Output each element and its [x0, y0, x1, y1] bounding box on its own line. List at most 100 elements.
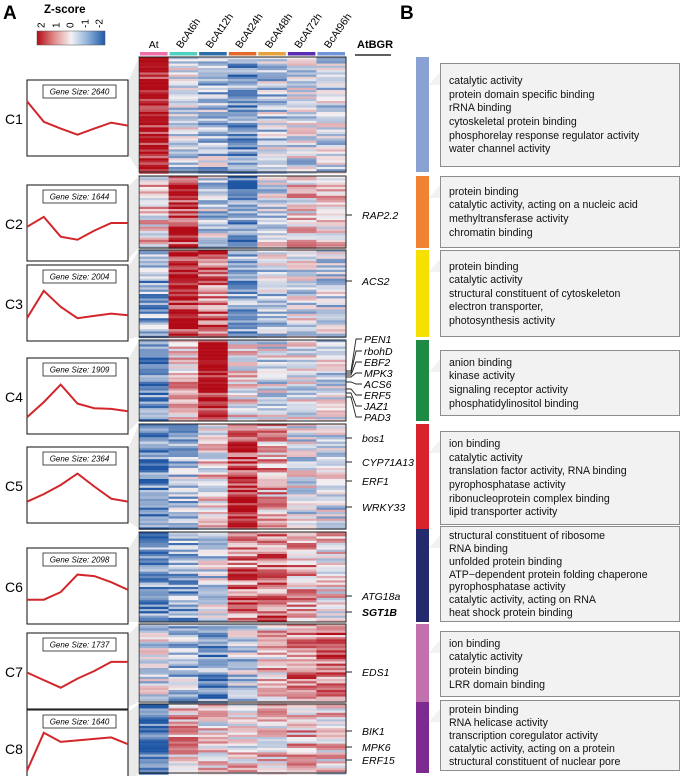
- go-term: protein domain specific binding: [449, 88, 595, 101]
- zscore-tick-label: 0: [66, 22, 77, 28]
- go-term-box-c4: anion binding kinase activity signaling re…: [440, 350, 680, 416]
- cluster-label: C3: [5, 296, 23, 312]
- zscore-legend: Z-score 2 1 0 -1 -2: [36, 4, 106, 46]
- profile-c8: C8 Gene Size: 1640: [5, 709, 129, 781]
- gene-label-tick: [346, 338, 362, 372]
- column-color-bar: [258, 52, 286, 56]
- heatmap-cluster-c2: [138, 175, 347, 249]
- gene-label: PEN1: [364, 334, 391, 346]
- profile-c1: C1 Gene Size: 2640: [5, 79, 129, 157]
- zscore-color-bar: [36, 30, 106, 46]
- go-term: ATP−dependent protein folding chaperone: [449, 568, 648, 581]
- go-term: photosynthesis activity: [449, 314, 555, 327]
- gene-labels: RAP2.2 ACS2 PEN1rbohDEBF2MPK3ACS6ERF5JAZ1P…: [346, 210, 414, 767]
- zscore-tick-label: -1: [81, 19, 92, 28]
- go-term: catalytic activity: [449, 75, 523, 88]
- go-term: catalytic activity: [449, 651, 523, 664]
- gene-label: EDS1: [362, 667, 389, 679]
- side-header-label: AtBGR: [357, 39, 393, 51]
- gene-label: ERF15: [362, 755, 395, 767]
- gene-size-box: [42, 362, 117, 377]
- profile-c6: C6 Gene Size: 2098: [5, 547, 129, 625]
- zscore-tick-label: -2: [95, 19, 106, 28]
- go-term: anion binding: [449, 356, 513, 369]
- go-term-box-c3: protein binding catalytic activity structu…: [440, 250, 680, 337]
- gene-label: JAZ1: [363, 401, 389, 413]
- zscore-legend-title: Z-score: [44, 4, 86, 16]
- column-color-bar: [317, 52, 345, 56]
- profile-connector: [128, 57, 139, 172]
- go-term: electron transporter,: [449, 301, 544, 314]
- gene-label-tick: [346, 396, 362, 418]
- go-term: ion binding: [449, 438, 501, 451]
- profile-line: [26, 215, 128, 241]
- go-term: protein binding: [449, 664, 519, 677]
- gene-label: CYP71A13: [362, 457, 414, 469]
- profile-line: [26, 472, 129, 503]
- go-term: water channel activity: [449, 143, 551, 156]
- profile-connector: [128, 532, 139, 622]
- go-color-bar-c8: [416, 702, 429, 773]
- go-term: RNA binding: [449, 542, 508, 555]
- go-pointer: [429, 534, 441, 548]
- gene-size-box: [42, 552, 117, 567]
- panel-label-b: B: [400, 3, 414, 24]
- heatmap-cluster-c3: [138, 249, 347, 339]
- gene-label-tick: [346, 392, 362, 407]
- gene-size-label: Gene Size: 1644: [50, 193, 110, 202]
- go-term: LRR domain binding: [449, 678, 545, 691]
- column-label: At: [149, 39, 159, 51]
- go-term-box-c2: protein binding catalytic activity, actin…: [440, 176, 680, 248]
- heatmap-cluster-c4: [138, 339, 347, 422]
- cluster-label: C8: [5, 741, 23, 757]
- column-label: BcAt48h: [263, 11, 296, 51]
- go-pointer: [429, 184, 441, 198]
- go-term: ribonucleoprotein complex binding: [449, 492, 610, 505]
- gene-size-box: [42, 189, 117, 204]
- gene-size-box: [42, 637, 117, 652]
- gene-label-tick: [346, 350, 362, 374]
- go-term: protein binding: [449, 260, 519, 273]
- go-term: transcription coregulator activity: [449, 730, 598, 742]
- go-color-bar-c6: [416, 529, 429, 622]
- go-term: catalytic activity, acting on RNA: [449, 594, 596, 607]
- go-color-bar-c2: [416, 176, 429, 248]
- column-color-bar: [140, 52, 168, 56]
- column-label: BcAt6h: [174, 16, 203, 51]
- go-term: pyrophosphatase activity: [449, 581, 566, 594]
- gene-label: MPK3: [364, 368, 393, 380]
- gene-label-tick: [346, 361, 362, 376]
- go-term: catalytic activity, acting on a nucleic …: [449, 199, 638, 212]
- profile-line: [26, 731, 129, 772]
- cluster-label: C6: [5, 579, 23, 595]
- gene-label: ERF5: [364, 390, 391, 402]
- go-color-bar-c5: [416, 424, 429, 529]
- gene-size-label: Gene Size: 1737: [50, 641, 110, 650]
- go-pointer: [429, 358, 441, 372]
- gene-label: bos1: [362, 433, 385, 445]
- gene-size-label: Gene Size: 2098: [50, 556, 110, 565]
- heatmap-cluster-c1: [138, 56, 347, 174]
- heatmap: [138, 56, 347, 775]
- go-term: structural constituent of nuclear pore: [449, 756, 621, 768]
- heatmap-cluster-c5: [138, 423, 347, 530]
- go-term: unfolded protein binding: [449, 555, 563, 568]
- cluster-profiles: C1 Gene Size: 2640 C2 Gene Size: 1644 C3 Gene…: [5, 79, 129, 781]
- go-term: methyltransferase activity: [449, 212, 569, 225]
- profile-c4: C4 Gene Size: 1909: [5, 357, 129, 435]
- go-term: RNA helicase activity: [449, 717, 548, 729]
- go-pointer: [429, 639, 441, 653]
- column-label: BcAt12h: [204, 11, 237, 51]
- column-color-bar: [169, 52, 198, 56]
- go-term: structural constituent of cytoskeleton: [449, 287, 621, 300]
- gene-label: EBF2: [364, 357, 390, 369]
- go-term: phosphorelay response regulator activity: [449, 129, 640, 142]
- go-term: protein binding: [449, 185, 519, 198]
- gene-label: WRKY33: [362, 502, 405, 514]
- gene-size-box: [42, 84, 117, 99]
- gene-size-label: Gene Size: 1640: [50, 718, 110, 727]
- gene-size-label: Gene Size: 1909: [50, 366, 110, 375]
- profile-connector: [128, 424, 139, 529]
- heatmap-cluster-c7: [138, 623, 347, 704]
